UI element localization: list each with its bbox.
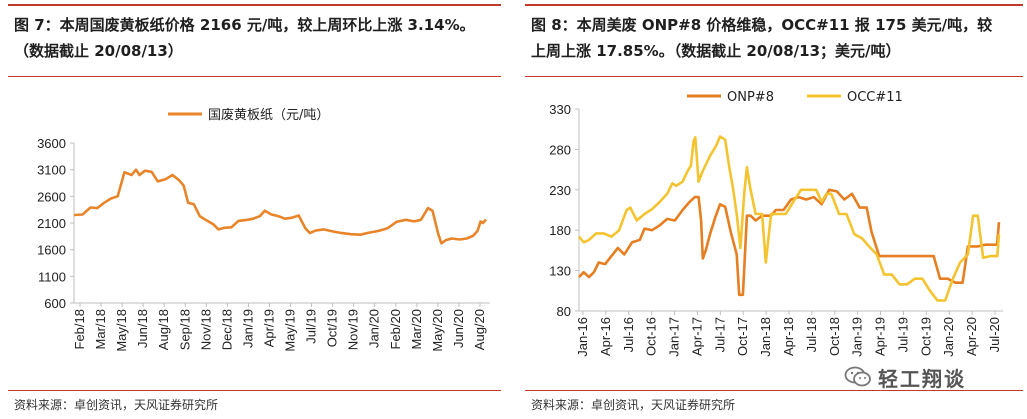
x-tick-label: Oct-17 <box>735 317 750 356</box>
x-tick-label: Jan-16 <box>575 317 590 357</box>
x-tick-label: Jul-19 <box>895 317 910 352</box>
x-tick-label: Feb/18 <box>72 309 87 349</box>
watermark-text: 轻工翔谈 <box>878 366 966 391</box>
y-tick-label: 3600 <box>37 136 66 151</box>
watermark: 轻工翔谈 <box>844 364 1014 391</box>
y-tick-label: 1100 <box>38 269 66 284</box>
legend-label: OCC#11 <box>847 90 903 105</box>
x-tick-label: Jul/19 <box>304 309 319 344</box>
left-chart-title: 图 7：本周国废黄板纸价格 2166 元/吨，较上周环比上涨 3.14%。 （数… <box>14 12 499 64</box>
x-tick-label: Apr-19 <box>873 317 888 356</box>
panel-title-rule <box>8 76 501 77</box>
x-tick-label: Oct-16 <box>644 317 659 356</box>
right-title-line-2: 上周上涨 17.85%。（数据截止 20/08/13；美元/吨） <box>531 42 901 60</box>
y-tick-label: 130 <box>549 264 571 279</box>
x-tick-label: Jan-17 <box>667 317 682 357</box>
panel-top-rule <box>8 4 501 6</box>
right-line-chart: 80 130 180 230 280 330 Jan-16 Apr-16 Jul-16 Oct-1… <box>549 90 1003 357</box>
wechat-icon <box>844 366 871 387</box>
x-tick-label: Dec/18 <box>219 309 234 350</box>
right-title-line-1: 图 8：本周美废 ONP#8 价格维稳，OCC#11 报 175 美元/吨，较 <box>531 16 993 34</box>
y-tick-label: 3100 <box>37 163 66 178</box>
x-tick-label: Mar/20 <box>409 309 424 349</box>
left-source-note: 资料来源：卓创资讯，天风证券研究所 <box>14 398 219 412</box>
right-source-note: 资料来源：卓创资讯，天风证券研究所 <box>531 398 736 412</box>
y-tick-label: 600 <box>44 296 66 311</box>
y-tick-label: 80 <box>557 304 571 319</box>
x-tick-label: Apr-16 <box>598 317 613 356</box>
series-line <box>578 135 1001 302</box>
x-tick-label: Jul-18 <box>804 317 819 352</box>
x-tick-label: Mar/18 <box>93 309 108 349</box>
y-tick-label: 330 <box>549 102 571 117</box>
left-chart-panel: 图 7：本周国废黄板纸价格 2166 元/吨，较上周环比上涨 3.14%。 （数… <box>0 0 505 419</box>
x-tick-label: Jan-20 <box>941 317 956 357</box>
legend-label: 国废黄板纸（元/吨） <box>208 107 329 123</box>
y-tick-label: 280 <box>549 142 571 157</box>
left-title-line-2: （数据截止 20/08/13） <box>14 42 183 60</box>
x-tick-label: Jan-18 <box>758 317 773 357</box>
series-line <box>578 188 1001 297</box>
x-tick-label: Aug/18 <box>156 309 171 350</box>
x-tick-label: Jun/20 <box>451 309 466 348</box>
x-tick-label: Jul-17 <box>712 317 727 352</box>
x-tick-label: Apr-20 <box>964 317 979 356</box>
left-line-chart: 600 1100 1600 2100 2600 3100 3600 Feb/18 Mar/18 M… <box>37 107 490 352</box>
x-tick-label: Jan/20 <box>367 309 382 348</box>
x-tick-label: Aug/20 <box>472 309 487 350</box>
x-tick-label: Oct-18 <box>827 317 842 356</box>
x-tick-label: May/20 <box>430 309 445 352</box>
x-tick-label: Oct-19 <box>918 317 933 356</box>
x-tick-label: Nov/18 <box>198 309 213 350</box>
y-tick-label: 180 <box>549 223 571 238</box>
x-tick-label: Apr-18 <box>781 317 796 356</box>
panel-title-rule <box>525 76 1023 77</box>
x-tick-label: Jun/18 <box>135 309 150 348</box>
y-tick-label: 2100 <box>37 216 66 231</box>
x-tick-label: Jul-20 <box>987 317 1002 352</box>
x-tick-label: Apr-17 <box>689 317 704 356</box>
right-chart-title: 图 8：本周美废 ONP#8 价格维稳，OCC#11 报 175 美元/吨，较 … <box>531 12 1021 64</box>
series-line <box>73 168 487 245</box>
y-tick-label: 2600 <box>37 189 66 204</box>
x-tick-label: May/19 <box>283 309 298 352</box>
right-chart-panel: 图 8：本周美废 ONP#8 价格维稳，OCC#11 报 175 美元/吨，较 … <box>517 0 1027 419</box>
panel-bottom-rule <box>525 390 1023 391</box>
panel-bottom-rule <box>8 390 501 391</box>
x-tick-label: Sep/18 <box>177 309 192 350</box>
y-tick-label: 1600 <box>37 243 66 258</box>
y-tick-label: 230 <box>549 183 571 198</box>
panel-top-rule <box>525 4 1023 6</box>
x-tick-label: Apr/19 <box>261 309 276 347</box>
x-tick-label: Oct/19 <box>325 309 340 347</box>
x-tick-label: Jan-19 <box>850 317 865 357</box>
x-tick-label: Nov/19 <box>346 309 361 350</box>
left-title-line-1: 图 7：本周国废黄板纸价格 2166 元/吨，较上周环比上涨 3.14%。 <box>14 16 475 34</box>
x-tick-label: Jan/19 <box>240 309 255 348</box>
x-tick-label: Feb/20 <box>388 309 403 349</box>
x-tick-label: May/18 <box>114 309 129 352</box>
x-tick-label: Jul-16 <box>621 317 636 352</box>
legend-label: ONP#8 <box>727 90 774 105</box>
